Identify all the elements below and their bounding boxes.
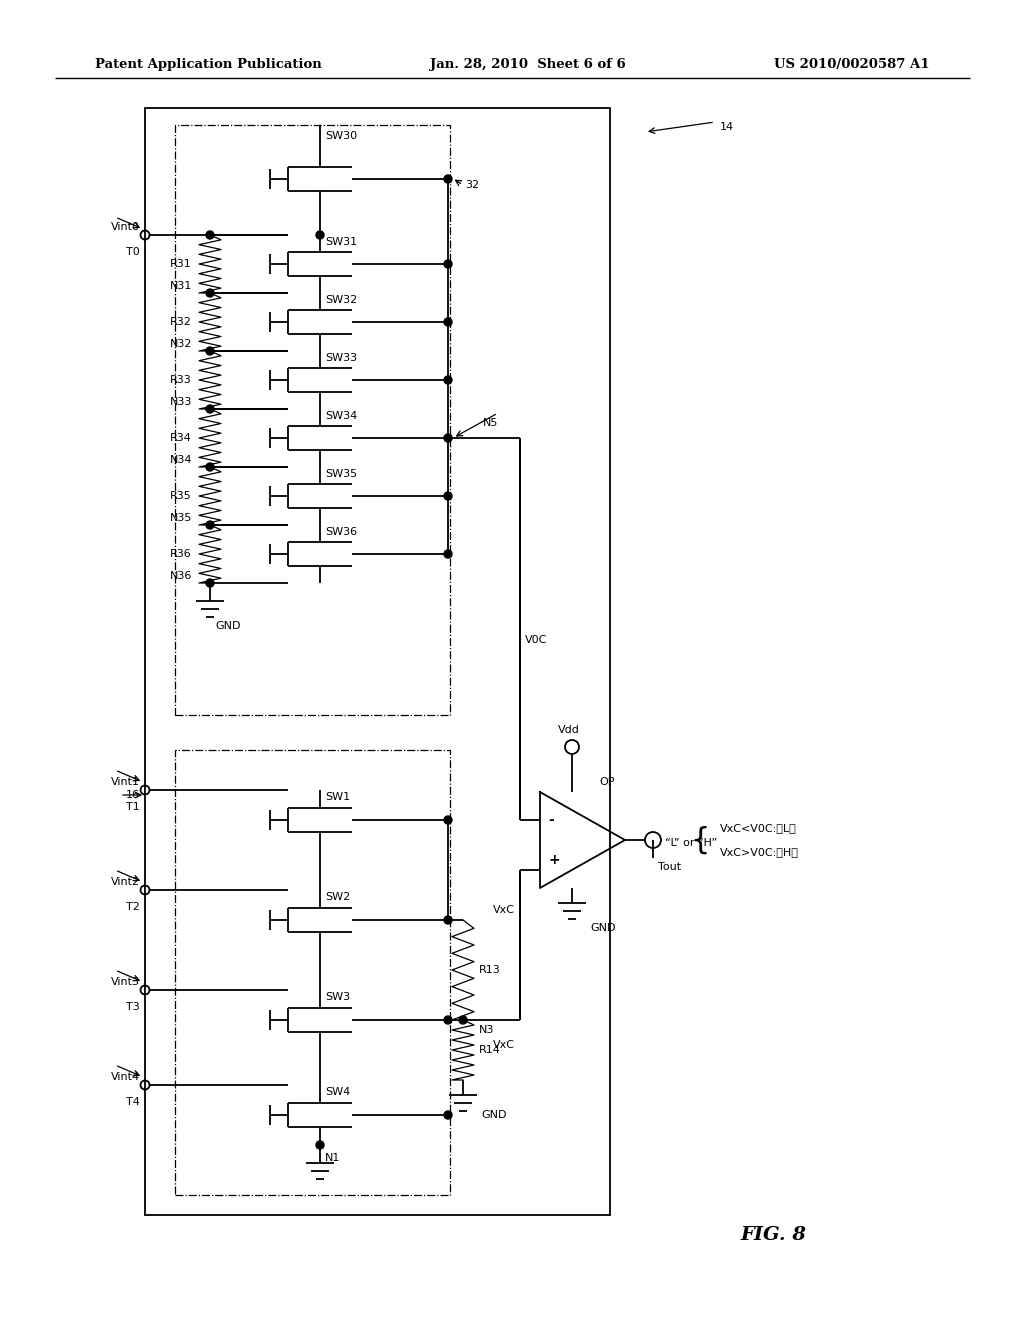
Text: Jan. 28, 2010  Sheet 6 of 6: Jan. 28, 2010 Sheet 6 of 6	[430, 58, 626, 71]
Text: N34: N34	[170, 455, 193, 465]
Text: N31: N31	[170, 281, 193, 290]
Text: SW31: SW31	[325, 238, 357, 247]
Text: R33: R33	[170, 375, 193, 385]
Text: SW33: SW33	[325, 352, 357, 363]
Text: {: {	[690, 825, 710, 854]
Text: SW32: SW32	[325, 294, 357, 305]
Text: R35: R35	[170, 491, 193, 502]
Circle shape	[316, 231, 324, 239]
Text: US 2010/0020587 A1: US 2010/0020587 A1	[774, 58, 930, 71]
Text: OP: OP	[599, 777, 615, 787]
Text: R31: R31	[170, 259, 193, 269]
Circle shape	[444, 376, 452, 384]
Text: Vint2: Vint2	[111, 876, 140, 887]
Text: Tout: Tout	[658, 862, 681, 873]
Text: 14: 14	[720, 121, 734, 132]
Text: V0C: V0C	[525, 635, 548, 645]
Text: N1: N1	[325, 1152, 340, 1163]
Text: Vint4: Vint4	[111, 1072, 140, 1082]
Text: SW2: SW2	[325, 892, 350, 902]
Circle shape	[444, 816, 452, 824]
Text: SW36: SW36	[325, 527, 357, 537]
Circle shape	[459, 1016, 467, 1024]
Text: R13: R13	[479, 965, 501, 975]
Text: VxC: VxC	[493, 906, 515, 915]
Bar	[175, 750, 450, 1195]
Text: Patent Application Publication: Patent Application Publication	[95, 58, 322, 71]
Text: SW3: SW3	[325, 993, 350, 1002]
Text: “L” or “H”: “L” or “H”	[665, 838, 717, 847]
Text: Vint0: Vint0	[111, 222, 140, 232]
Text: N3: N3	[479, 1026, 495, 1035]
Text: R34: R34	[170, 433, 193, 444]
Circle shape	[444, 492, 452, 500]
Circle shape	[206, 347, 214, 355]
Text: R36: R36	[170, 549, 193, 558]
Circle shape	[444, 176, 452, 183]
Bar	[145, 108, 610, 1214]
Circle shape	[444, 318, 452, 326]
Text: SW30: SW30	[325, 131, 357, 141]
Circle shape	[444, 1111, 452, 1119]
Text: T3: T3	[126, 1002, 140, 1012]
Text: GND: GND	[481, 1110, 507, 1119]
Text: +: +	[548, 853, 560, 867]
Text: GND: GND	[215, 620, 241, 631]
Text: GND: GND	[590, 923, 615, 933]
Circle shape	[206, 579, 214, 587]
Circle shape	[444, 916, 452, 924]
Circle shape	[206, 231, 214, 239]
Text: N35: N35	[170, 513, 193, 523]
Circle shape	[444, 434, 452, 442]
Text: Vint1: Vint1	[111, 777, 140, 787]
Circle shape	[206, 463, 214, 471]
Text: Vint3: Vint3	[111, 977, 140, 987]
Text: N5: N5	[483, 418, 499, 428]
Text: R14: R14	[479, 1045, 501, 1055]
Text: FIG. 8: FIG. 8	[740, 1226, 806, 1243]
Text: T0: T0	[126, 247, 140, 257]
Text: VxC: VxC	[493, 1040, 515, 1049]
Text: Vdd: Vdd	[558, 725, 580, 735]
Text: T4: T4	[126, 1097, 140, 1107]
Text: R32: R32	[170, 317, 193, 327]
Text: SW4: SW4	[325, 1086, 350, 1097]
Circle shape	[206, 289, 214, 297]
Text: SW34: SW34	[325, 411, 357, 421]
Text: N32: N32	[170, 339, 193, 348]
Circle shape	[444, 260, 452, 268]
Text: VxC>V0C:『H』: VxC>V0C:『H』	[720, 847, 799, 857]
Text: T1: T1	[126, 803, 140, 812]
Circle shape	[316, 1140, 324, 1148]
Text: -: -	[548, 813, 554, 828]
Text: 16: 16	[126, 789, 140, 800]
Circle shape	[206, 405, 214, 413]
Circle shape	[444, 550, 452, 558]
Circle shape	[444, 1016, 452, 1024]
Text: N33: N33	[170, 397, 193, 407]
Bar	[175, 125, 450, 715]
Text: N36: N36	[170, 572, 193, 581]
Text: VxC<V0C:『L』: VxC<V0C:『L』	[720, 822, 797, 833]
Text: 32: 32	[465, 180, 479, 190]
Circle shape	[206, 521, 214, 529]
Text: SW35: SW35	[325, 469, 357, 479]
Text: SW1: SW1	[325, 792, 350, 803]
Text: T2: T2	[126, 902, 140, 912]
